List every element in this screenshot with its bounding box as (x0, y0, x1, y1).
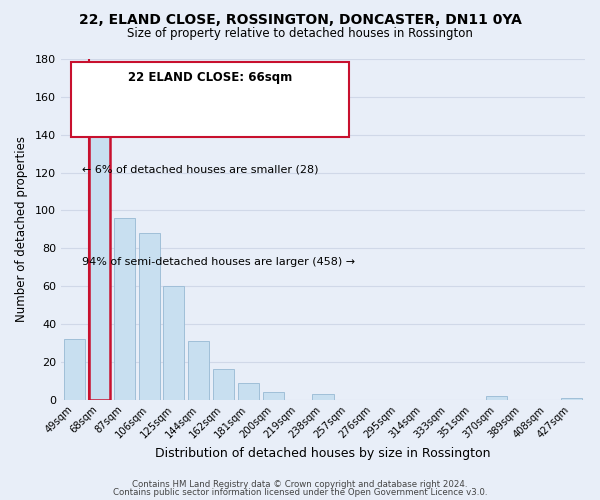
Bar (64, 339, 85, 400)
Bar (263, 392, 284, 400)
Bar (486, 396, 508, 400)
Bar (139, 233, 160, 400)
Text: ← 6% of detached houses are smaller (28): ← 6% of detached houses are smaller (28) (82, 164, 319, 174)
Text: Contains HM Land Registry data © Crown copyright and database right 2024.: Contains HM Land Registry data © Crown c… (132, 480, 468, 489)
Text: 94% of semi-detached houses are larger (458) →: 94% of semi-detached houses are larger (… (82, 256, 355, 266)
Bar (163, 286, 184, 400)
Bar (114, 218, 135, 400)
Text: 22 ELAND CLOSE: 66sqm: 22 ELAND CLOSE: 66sqm (128, 71, 292, 84)
X-axis label: Distribution of detached houses by size in Rossington: Distribution of detached houses by size … (155, 447, 491, 460)
Text: 22, ELAND CLOSE, ROSSINGTON, DONCASTER, DN11 0YA: 22, ELAND CLOSE, ROSSINGTON, DONCASTER, … (79, 12, 521, 26)
Bar (561, 398, 582, 400)
FancyBboxPatch shape (71, 62, 349, 138)
Y-axis label: Number of detached properties: Number of detached properties (15, 136, 28, 322)
Text: Size of property relative to detached houses in Rossington: Size of property relative to detached ho… (127, 28, 473, 40)
Bar (238, 382, 259, 400)
Bar (313, 394, 334, 400)
Text: Contains public sector information licensed under the Open Government Licence v3: Contains public sector information licen… (113, 488, 487, 497)
Bar (89, 134, 110, 400)
Bar (213, 370, 234, 400)
Bar (188, 341, 209, 400)
